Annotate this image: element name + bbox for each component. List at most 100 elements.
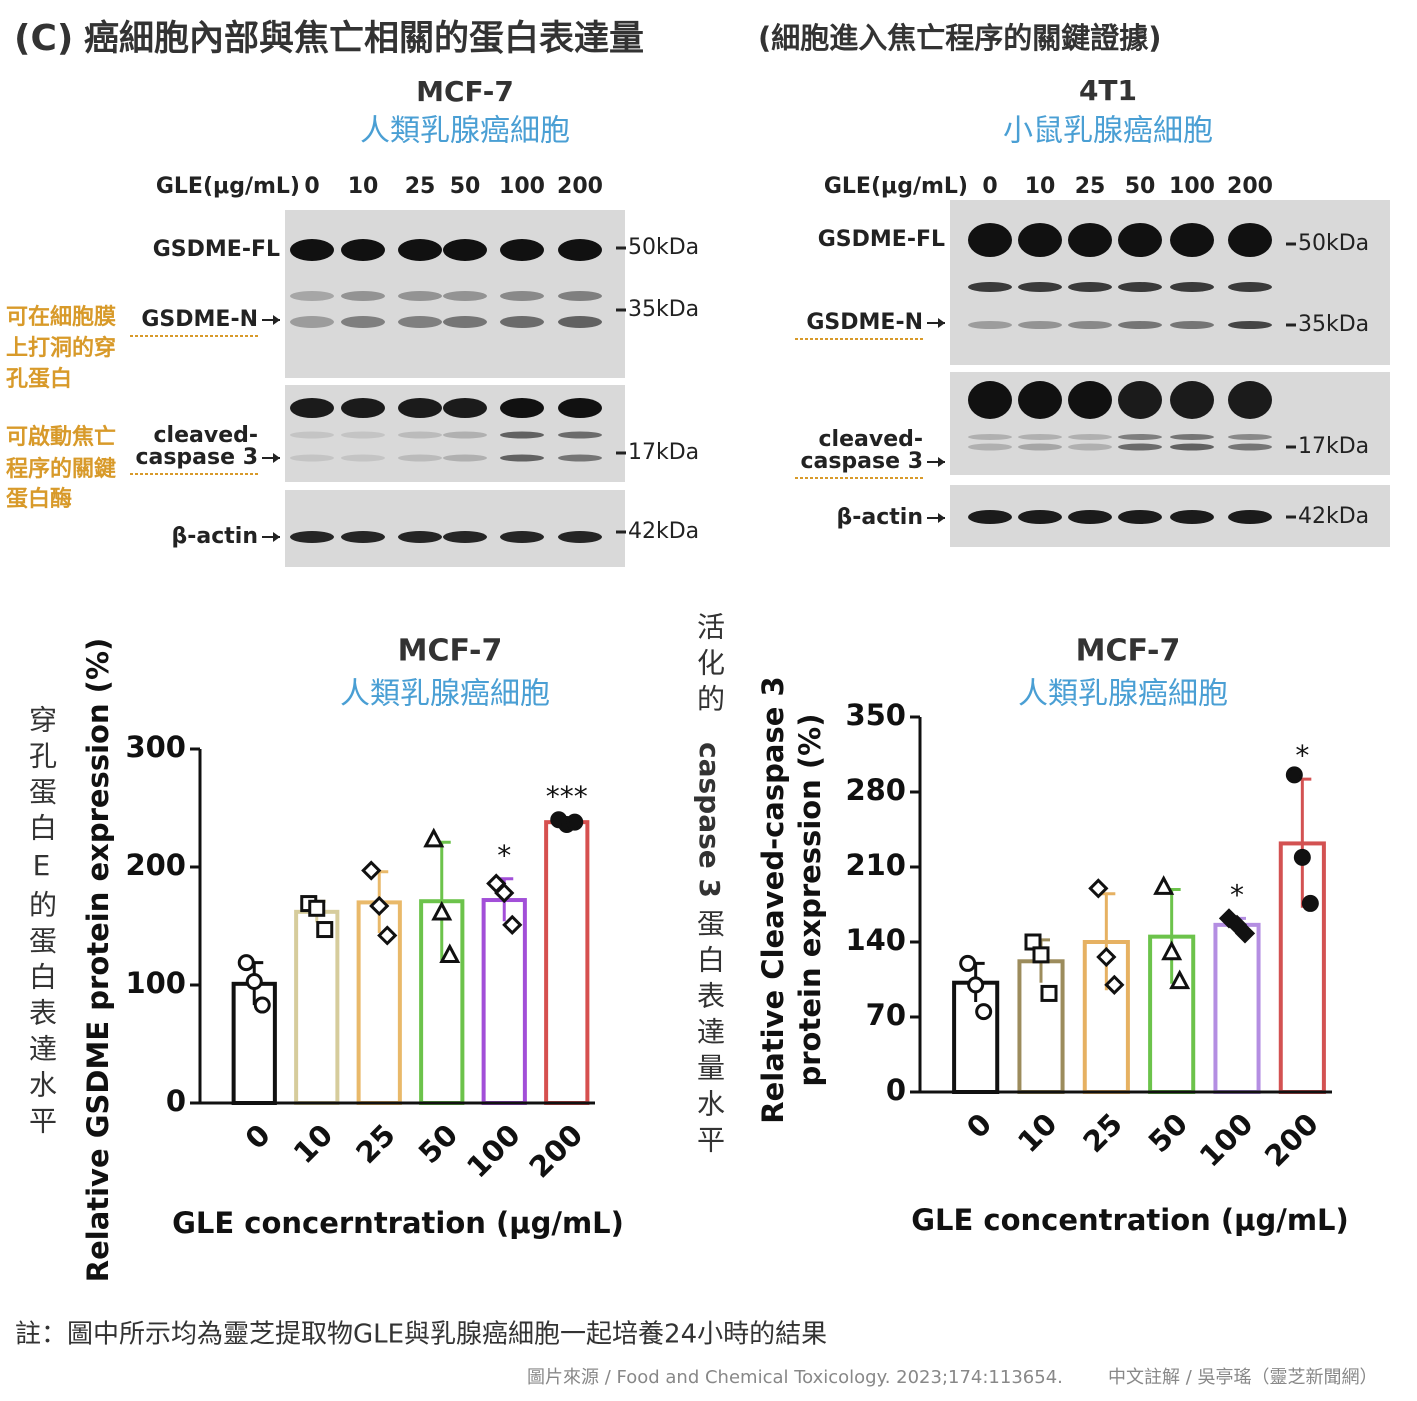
band [1018,443,1062,451]
band [1068,223,1112,257]
band [558,291,602,301]
dose-value: 200 [557,174,603,199]
blot-cell-line: 4T1 [1079,74,1137,107]
band [1118,223,1162,257]
arrow-head [273,453,280,463]
band [290,316,334,328]
band [1068,282,1112,292]
band [398,239,442,261]
band [290,454,334,462]
band [500,291,544,301]
dose-value: 100 [499,174,545,199]
blot-row-label: GSDME-N [806,310,923,335]
band [1118,282,1162,292]
band [443,291,487,301]
band [398,531,442,543]
significance: *** [546,780,588,813]
band [290,398,334,418]
band [1068,510,1112,524]
band [398,316,442,328]
blot-row-label: β-actin [172,524,259,549]
band [500,431,544,439]
band [1118,443,1162,451]
dose-value: 25 [405,174,436,199]
membrane [950,200,1390,365]
band [1228,381,1272,419]
x-tick-label: 0 [960,1107,998,1145]
annotation: 孔蛋白 [6,366,72,392]
band [1170,223,1214,257]
band [500,454,544,462]
band [1068,381,1112,419]
data-point [1096,946,1117,968]
side-label: 穿孔蛋白E的蛋白表達水平 [25,705,58,1142]
x-tick-label: 0 [239,1118,277,1156]
band [398,431,442,439]
data-point [975,1003,993,1021]
band [341,316,385,328]
x-axis-title: GLE concentration (μg/mL) [911,1203,1349,1237]
band [1228,321,1272,329]
band [1170,381,1214,419]
band [341,398,385,418]
footer-credit: 中文註解 / 吳亭瑤（靈芝新聞網） [1108,1367,1378,1388]
data-point [439,943,461,963]
band [968,434,1012,440]
band [443,398,487,418]
data-point [237,954,255,972]
dose-value: 50 [450,174,481,199]
data-point [502,914,523,935]
dose-value: 10 [1025,174,1056,199]
band [1068,321,1112,329]
membrane [285,210,625,378]
dose-value: 10 [348,174,379,199]
x-tick-label: 10 [1011,1107,1064,1160]
blot-row-label: GSDME-FL [818,227,945,252]
blot-row-label: cleaved- [819,427,924,452]
band [500,316,544,328]
x-tick-label: 100 [1193,1107,1260,1174]
panel-label: (C) [14,18,73,59]
x-tick-label: 100 [460,1118,527,1185]
band [1228,434,1272,440]
band [443,531,487,543]
y-tick-label: 350 [845,698,906,732]
size-marker: 42kDa [628,519,699,544]
annotation: 可在細胞膜 [6,304,116,330]
data-point [423,827,445,848]
y-axis-title: Relative GSDME protein expression (%) [81,638,115,1283]
blot-row-label: GSDME-FL [153,237,280,262]
data-point [361,860,382,881]
band [1170,510,1214,524]
blot-row-label: GSDME-N [141,307,258,332]
chart-subtitle: 人類乳腺癌細胞 [340,677,550,712]
data-point [1153,875,1175,895]
x-tick-label: 10 [287,1118,340,1171]
band [1170,434,1214,440]
arrow-head [273,532,280,542]
band [1018,282,1062,292]
size-marker: 17kDa [628,440,699,465]
y-tick-label: 0 [886,1073,906,1107]
side-label: caspase 3 [693,742,726,898]
chart-title: MCF-7 [398,634,503,669]
band [968,282,1012,292]
annotation: 上打洞的穿 [6,335,116,361]
band [1118,321,1162,329]
band [443,431,487,439]
annotation: 程序的關鍵 [6,456,116,482]
band [500,239,544,261]
band [443,454,487,462]
y-tick-label: 280 [845,773,906,807]
data-point [967,976,985,994]
blot-row-label: caspase 3 [135,445,258,470]
dose-value: 100 [1169,174,1215,199]
band [1018,510,1062,524]
band [968,443,1012,451]
band [290,531,334,543]
dose-value: 200 [1227,174,1273,199]
band [558,239,602,261]
band [558,531,602,543]
y-tick-label: 0 [166,1084,186,1118]
